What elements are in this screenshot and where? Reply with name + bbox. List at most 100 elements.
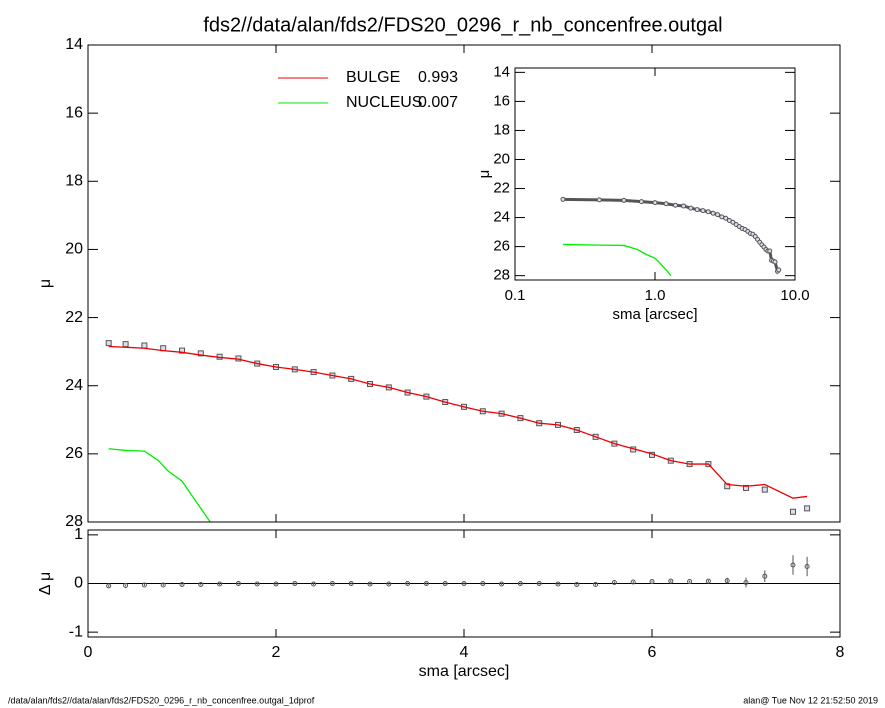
- data-point: [710, 210, 716, 216]
- x-tick-label: 1.0: [645, 287, 666, 304]
- y-tick-label: 28: [493, 267, 510, 284]
- data-point: [700, 208, 706, 214]
- legend-value: 0.993: [418, 69, 458, 86]
- data-point: [776, 267, 782, 273]
- data-point: [235, 581, 241, 586]
- data-point: [688, 205, 694, 211]
- data-point: [621, 197, 627, 203]
- y-tick-label: 16: [65, 104, 83, 121]
- data-point: [348, 581, 354, 586]
- y-tick-label: 22: [65, 309, 83, 326]
- x-tick-label: 2: [272, 644, 281, 661]
- data-point: [705, 209, 711, 215]
- data-point: [254, 581, 260, 587]
- plot-area: [88, 555, 840, 589]
- data-point: [730, 219, 736, 225]
- data-point: [715, 212, 721, 218]
- y-tick-label: -1: [69, 623, 83, 640]
- y-tick-label: 24: [493, 209, 510, 226]
- series-line: [562, 243, 672, 277]
- plot-area: [560, 196, 782, 277]
- data-point: [574, 581, 580, 587]
- data-point: [560, 196, 566, 202]
- y-tick-label: 26: [493, 238, 510, 255]
- data-point: [723, 215, 729, 221]
- data-point: [772, 259, 778, 265]
- data-point: [767, 248, 773, 254]
- x-tick-label: 10.0: [780, 287, 809, 304]
- data-point: [694, 207, 700, 213]
- data-point: [761, 486, 768, 493]
- data-point: [743, 580, 749, 586]
- inset-background: [515, 68, 795, 280]
- data-point: [329, 581, 335, 586]
- data-point: [705, 578, 711, 584]
- data-point: [743, 484, 749, 491]
- y-tick-label: 28: [65, 513, 83, 530]
- data-point: [719, 214, 725, 220]
- legend-value: 0.007: [418, 94, 458, 111]
- data-point: [687, 579, 693, 585]
- data-point: [804, 563, 810, 569]
- data-point: [423, 581, 429, 586]
- data-point: [663, 201, 669, 207]
- y-tick-label: 26: [65, 445, 83, 462]
- y-tick-label: 0: [74, 575, 83, 592]
- y-tick-label: 20: [65, 241, 83, 258]
- data-point: [198, 581, 204, 587]
- data-point: [630, 579, 636, 585]
- x-tick-label: 6: [648, 644, 657, 661]
- y-tick-label: 22: [493, 179, 510, 196]
- data-point: [790, 562, 796, 568]
- data-point: [123, 582, 129, 588]
- data-point: [517, 581, 523, 586]
- data-point: [386, 581, 392, 587]
- data-point: [367, 581, 373, 587]
- data-point: [311, 581, 317, 587]
- series-line: [108, 345, 808, 499]
- legend-label: NUCLEUS: [346, 94, 422, 111]
- data-point: [106, 583, 112, 589]
- x-tick-label: 4: [460, 644, 469, 661]
- y-tick-label: 18: [65, 173, 83, 190]
- data-point: [405, 581, 411, 586]
- data-point: [122, 341, 129, 348]
- y-tick-label: 14: [65, 36, 83, 53]
- data-point: [596, 197, 602, 203]
- y-tick-label: 16: [493, 92, 510, 109]
- data-point: [681, 203, 687, 209]
- data-point: [105, 340, 112, 347]
- y-axis-label: μ: [37, 279, 54, 288]
- y-tick-label: 14: [493, 63, 510, 80]
- data-point: [480, 581, 486, 586]
- data-point: [804, 505, 811, 512]
- data-point: [668, 578, 674, 584]
- data-point: [652, 200, 658, 206]
- data-point: [273, 581, 279, 587]
- x-tick-label: 0.1: [505, 287, 526, 304]
- data-point: [555, 581, 561, 587]
- data-point: [141, 342, 148, 349]
- data-point: [593, 581, 599, 587]
- data-point: [762, 573, 768, 579]
- footer-left: /data/alan/fds2//data/alan/fds2/FDS20_02…: [8, 695, 315, 705]
- data-point: [461, 581, 467, 586]
- x-axis-label: sma [arcsec]: [419, 663, 510, 680]
- data-point: [536, 581, 542, 586]
- series-line: [108, 448, 211, 522]
- data-point: [790, 508, 796, 515]
- data-point: [179, 347, 185, 354]
- data-point: [217, 581, 223, 587]
- x-axis-label: sma [arcsec]: [612, 306, 697, 323]
- data-point: [724, 578, 730, 584]
- chart-title: fds2//data/alan/fds2/FDS20_0296_r_nb_con…: [203, 14, 722, 36]
- y-tick-label: 24: [65, 377, 83, 394]
- y-axis-label: Δ μ: [37, 572, 54, 595]
- y-tick-label: 20: [493, 150, 510, 167]
- data-point: [649, 579, 655, 585]
- data-point: [197, 350, 204, 357]
- y-tick-label: 1: [74, 526, 83, 543]
- plot-area: [105, 340, 811, 522]
- data-point: [611, 580, 617, 586]
